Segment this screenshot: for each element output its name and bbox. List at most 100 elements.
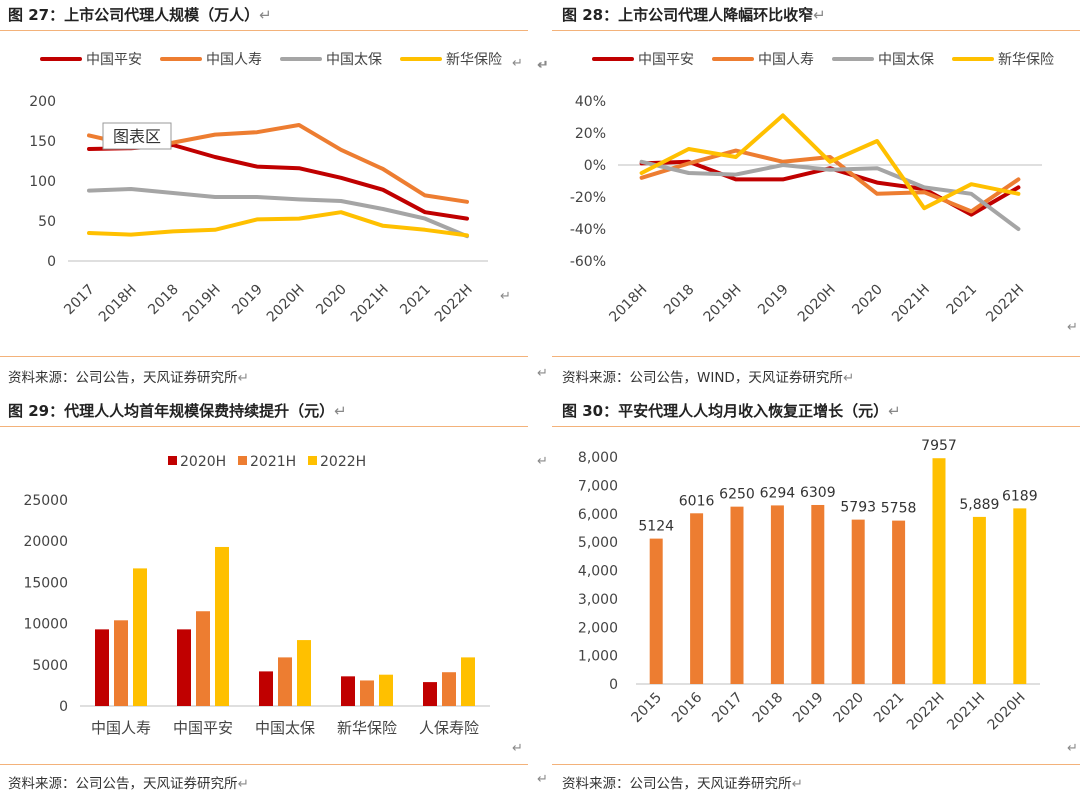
x-tick-label: 2021H: [889, 281, 933, 325]
bar: [972, 516, 986, 684]
x-tick-label: 2020: [313, 282, 350, 319]
y-tick-label: 0: [609, 677, 618, 693]
bar-2022H: [461, 657, 475, 706]
chart30-source: 资料来源：公司公告，天风证券研究所↵: [562, 776, 803, 792]
return-mark: ↵: [538, 58, 549, 73]
bar: [851, 519, 865, 684]
data-label: 6294: [760, 485, 796, 501]
x-tick-label: 新华保险: [337, 719, 397, 737]
y-tick-label: 0: [47, 254, 56, 270]
bar: [770, 505, 784, 684]
y-tick-label: 5000: [32, 658, 68, 674]
y-tick-label: 6,000: [578, 507, 618, 523]
bar-2020H: [423, 682, 437, 706]
legend-label: 新华保险: [446, 52, 502, 68]
data-label: 5793: [840, 500, 876, 516]
chart29-bottom-rule: [0, 764, 528, 765]
x-tick-label: 2022H: [983, 281, 1027, 325]
chart-area-tooltip-box: [102, 122, 172, 150]
chart27-bottom-rule: [0, 356, 528, 357]
x-tick-label: 2020: [831, 690, 868, 727]
legend-swatch: [238, 456, 247, 465]
return-mark: ↵: [537, 454, 548, 469]
chart28-plot: 中国平安 中国人寿 中国太保 新华保险↵40%20%0%-20%-40%-60%201…: [538, 51, 1078, 335]
chart28-bottom-rule: [552, 356, 1080, 357]
y-tick-label: -20%: [570, 190, 606, 206]
x-tick-label: 2019: [229, 282, 266, 319]
bar-2022H: [215, 546, 229, 706]
data-label: 6189: [1002, 488, 1038, 504]
series-line-中国平安: [87, 143, 469, 221]
y-tick-label: 25000: [23, 493, 68, 509]
bar-2020H: [341, 676, 355, 706]
x-tick-label: 2021: [944, 281, 981, 318]
x-tick-label: 2016: [669, 689, 706, 726]
bar-2021H: [442, 672, 456, 706]
x-tick-label: 2022H: [904, 690, 948, 734]
chart29-top-rule: [0, 426, 528, 427]
x-tick-label: 2020H: [985, 690, 1029, 734]
return-mark: ↵: [512, 741, 523, 756]
y-tick-label: 20000: [23, 534, 68, 550]
data-label: 6309: [800, 485, 836, 501]
y-tick-label: 100: [29, 174, 56, 190]
chart27-title: 图 27：上市公司代理人规模（万人）↵: [8, 6, 272, 24]
bar-2021H: [278, 657, 292, 706]
bar-2022H: [379, 674, 393, 706]
x-tick-label: 2019: [790, 690, 827, 727]
return-mark: ↵: [500, 289, 511, 304]
series-line-中国人寿: [639, 148, 1021, 214]
chart28-top-rule: [552, 30, 1080, 31]
x-tick-label: 2015: [629, 690, 666, 727]
bar-2022H: [297, 640, 311, 706]
data-label: 5,889: [959, 497, 999, 513]
bar-2020H: [177, 629, 191, 706]
bar-2020H: [95, 629, 109, 706]
legend-label: 中国人寿: [206, 51, 262, 68]
x-tick-label: 2021: [397, 282, 434, 319]
y-tick-label: 8,000: [578, 450, 618, 466]
bar: [892, 520, 906, 684]
x-tick-label: 2018: [750, 690, 787, 727]
legend-label: 2021H: [250, 454, 296, 470]
y-tick-label: 10000: [23, 617, 68, 633]
chart-area-tooltip-label: 图表区: [113, 127, 161, 146]
x-tick-label: 2021H: [944, 690, 988, 734]
y-tick-label: 7,000: [578, 478, 618, 494]
bar: [1013, 508, 1027, 684]
series-line-新华保险: [87, 210, 469, 238]
legend-label: 新华保险: [998, 52, 1054, 68]
x-tick-label: 2019: [755, 282, 792, 319]
y-tick-label: 15000: [23, 575, 68, 591]
x-tick-label: 2021H: [348, 282, 392, 326]
y-tick-label: 0: [59, 699, 68, 715]
x-tick-label: 2020H: [795, 282, 839, 326]
legend-label: 中国人寿: [758, 51, 814, 68]
legend-label: 2020H: [180, 454, 226, 470]
data-label: 5124: [638, 519, 674, 535]
data-label: 6250: [719, 487, 755, 503]
bar: [690, 513, 704, 684]
x-tick-label: 2019H: [180, 282, 224, 326]
chart29-source: 资料来源：公司公告，天风证券研究所↵: [8, 776, 249, 792]
legend-label: 中国太保: [326, 52, 382, 68]
chart30-bottom-rule: [552, 764, 1080, 765]
return-mark: ↵: [537, 772, 548, 787]
y-tick-label: 200: [29, 94, 56, 110]
y-tick-label: -60%: [570, 254, 606, 270]
chart30-title: 图 30：平安代理人人均月收入恢复正增长（元）↵: [562, 402, 901, 420]
x-tick-label: 2020: [849, 282, 886, 319]
y-tick-label: 0%: [584, 158, 606, 174]
bar: [811, 504, 825, 684]
bar: [730, 506, 744, 684]
chart29-plot: 2020H 2021H 2022H 25000 20000 15000 10000 5000 0…: [23, 454, 523, 756]
chart28-title: 图 28：上市公司代理人降幅环比收窄↵: [562, 6, 826, 24]
chart27-top-rule: [0, 30, 528, 31]
y-tick-label: 2,000: [578, 620, 618, 636]
chart30-top-rule: [552, 426, 1080, 427]
chart30-plot: 8,000 7,000 6,000 5,000 4,000 3,000 2,000 1,000…: [578, 438, 1078, 756]
y-tick-label: 4,000: [578, 564, 618, 580]
series-line-中国太保: [639, 159, 1021, 231]
legend-swatch: [168, 456, 177, 465]
